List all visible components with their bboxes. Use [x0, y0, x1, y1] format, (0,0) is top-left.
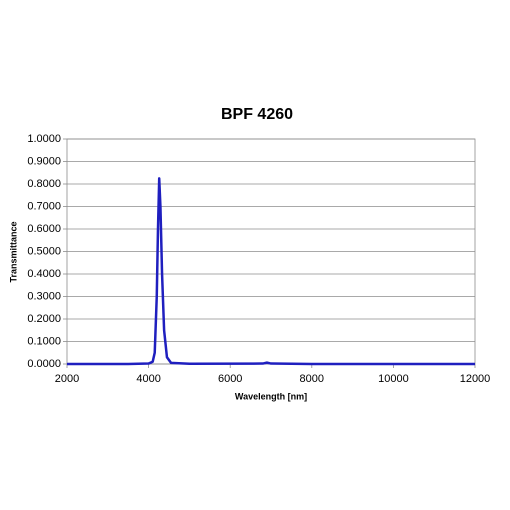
data-line: [67, 177, 475, 366]
x-tick-label: 12000: [460, 373, 491, 385]
y-tick-label: 0.2000: [27, 313, 61, 325]
chart-title: BPF 4260: [221, 106, 293, 123]
x-tick-label: 6000: [218, 373, 242, 385]
y-tick-label: 0.9000: [27, 155, 61, 167]
x-tick-label: 2000: [55, 373, 79, 385]
y-tick-label: 0.6000: [27, 223, 61, 235]
x-tick-label: 8000: [300, 373, 324, 385]
y-tick-label: 1.0000: [27, 133, 61, 145]
y-tick-label: 0.5000: [27, 245, 61, 257]
y-tick-label: 0.1000: [27, 335, 61, 347]
y-tick-label: 0.0000: [27, 358, 61, 370]
y-tick-label: 0.8000: [27, 178, 61, 190]
y-tick-label: 0.7000: [27, 200, 61, 212]
x-axis-label: Wavelength [nm]: [235, 391, 307, 401]
x-tick-label: 4000: [136, 373, 160, 385]
y-axis-label: Transmittance: [8, 221, 18, 282]
y-tick-label: 0.4000: [27, 268, 61, 280]
x-tick-label: 10000: [378, 373, 409, 385]
y-tick-label: 0.3000: [27, 290, 61, 302]
